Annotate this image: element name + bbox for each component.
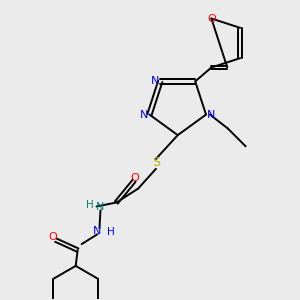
Text: N: N [151, 76, 159, 86]
Text: H: H [107, 227, 115, 237]
Text: N: N [93, 226, 102, 236]
Text: O: O [131, 173, 140, 183]
Text: O: O [49, 232, 57, 242]
Text: N: N [207, 110, 216, 120]
Text: N: N [140, 110, 149, 120]
Text: H: H [86, 200, 93, 211]
Text: S: S [152, 156, 160, 170]
Text: N: N [96, 202, 105, 212]
Text: O: O [207, 14, 216, 23]
